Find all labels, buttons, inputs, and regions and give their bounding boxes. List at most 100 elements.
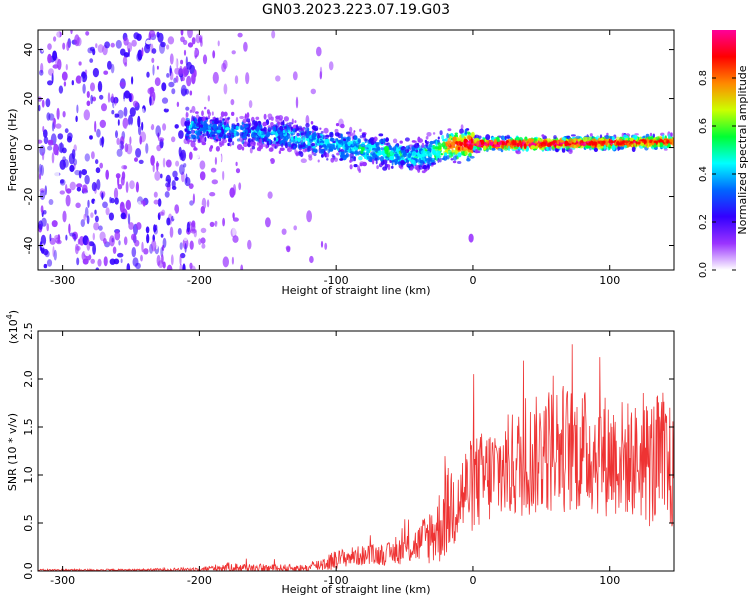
heatmap-cell [198, 238, 202, 246]
heatmap-cell [38, 96, 42, 102]
heatmap-cell [39, 241, 43, 252]
heatmap-cell [575, 135, 581, 139]
heatmap-cell [123, 37, 129, 46]
heatmap-cell [242, 124, 245, 128]
heatmap-cell [227, 137, 233, 143]
heatmap-cell [434, 146, 439, 150]
heatmap-cell [344, 140, 347, 145]
heatmap-cell [150, 124, 155, 131]
heatmap-cell [86, 91, 90, 98]
heatmap-cell [101, 192, 104, 200]
heatmap-cell [52, 246, 55, 258]
heatmap-cell [81, 71, 86, 79]
heatmap-cell [77, 238, 81, 245]
heatmap-cell [221, 62, 227, 73]
heatmap-cell [286, 133, 291, 139]
heatmap-cell [92, 232, 96, 241]
heatmap-cell [435, 150, 441, 157]
heatmap-cell [136, 222, 142, 230]
heatmap-cell [245, 123, 249, 128]
heatmap-cell [141, 47, 144, 57]
heatmap-cell [201, 110, 204, 117]
heatmap-cell [158, 211, 164, 216]
heatmap-cell [240, 264, 244, 270]
heatmap-cell [437, 142, 442, 147]
snr-y-ticks: 0.0 0.5 1.0 1.5 2.0 2.5 [22, 322, 674, 580]
heatmap-cell [287, 147, 292, 153]
heatmap-cell [379, 156, 384, 162]
heatmap-cell [38, 173, 42, 180]
heatmap-cell [150, 155, 155, 166]
snr-y-axis-label: SNR (10 * v/v) [6, 413, 19, 491]
heatmap-cell [300, 132, 304, 136]
heatmap-cells [38, 30, 674, 270]
heatmap-cell [92, 96, 97, 102]
heatmap-cell [460, 136, 465, 143]
heatmap-cell [663, 148, 668, 151]
heatmap-cell [450, 158, 454, 161]
heatmap-cell [98, 225, 103, 231]
heatmap-cell [352, 141, 357, 145]
heatmap-cell [231, 129, 235, 134]
heatmap-cell [123, 165, 127, 170]
heatmap-cell [255, 127, 259, 131]
heatmap-cell [94, 215, 99, 223]
heatmap-cell [187, 121, 190, 127]
heatmap-cell [200, 137, 206, 143]
heatmap-cell [129, 180, 135, 190]
heatmap-cell [56, 107, 60, 120]
heatmap-y-tick-label: -40 [22, 237, 35, 255]
heatmap-cell [371, 145, 376, 148]
heatmap-cell [657, 142, 660, 148]
heatmap-cell [119, 201, 125, 213]
snr-y-tick-label: 1.5 [22, 418, 35, 436]
heatmap-cell [209, 192, 216, 197]
heatmap-cell [232, 212, 235, 219]
heatmap-cell [231, 256, 234, 265]
heatmap-cell [516, 143, 520, 147]
heatmap-cell [63, 81, 67, 87]
heatmap-cell [185, 112, 189, 118]
heatmap-cell [135, 181, 139, 193]
heatmap-cell [131, 39, 137, 47]
heatmap-cell [290, 136, 294, 143]
heatmap-cell [174, 176, 179, 181]
heatmap-cell [186, 221, 190, 233]
heatmap-cell [239, 115, 245, 120]
heatmap-cell [276, 129, 281, 134]
heatmap-cell [161, 97, 169, 104]
heatmap-cell [45, 98, 51, 108]
heatmap-cell [249, 147, 253, 154]
heatmap-cell [222, 139, 227, 144]
heatmap-cell [458, 109, 465, 115]
heatmap-cell [82, 45, 88, 55]
heatmap-cell [115, 173, 121, 179]
heatmap-cell [319, 127, 322, 130]
heatmap-cell [97, 81, 103, 93]
heatmap-cell [216, 129, 222, 133]
heatmap-cell [309, 255, 314, 264]
heatmap-cell [473, 139, 477, 144]
heatmap-cell [225, 135, 229, 139]
heatmap-cell [437, 136, 440, 140]
heatmap-cell [225, 249, 232, 254]
heatmap-cell [211, 179, 218, 185]
heatmap-cell [296, 132, 300, 137]
heatmap-cell [483, 145, 487, 151]
heatmap-cell [121, 98, 128, 108]
heatmap-cell [320, 148, 325, 155]
heatmap-cell [133, 32, 140, 40]
heatmap-cell [236, 144, 243, 150]
heatmap-cell [43, 210, 47, 215]
heatmap-cell [51, 121, 55, 132]
heatmap-cell [320, 131, 324, 134]
heatmap-cell [123, 106, 128, 117]
heatmap-cell [389, 159, 393, 163]
heatmap-cell [110, 42, 115, 48]
heatmap-cell [326, 158, 329, 161]
heatmap-cell [193, 156, 199, 168]
heatmap-cell [439, 130, 443, 136]
heatmap-cell [46, 259, 53, 267]
heatmap-cell [167, 36, 175, 45]
heatmap-cell [443, 155, 448, 161]
